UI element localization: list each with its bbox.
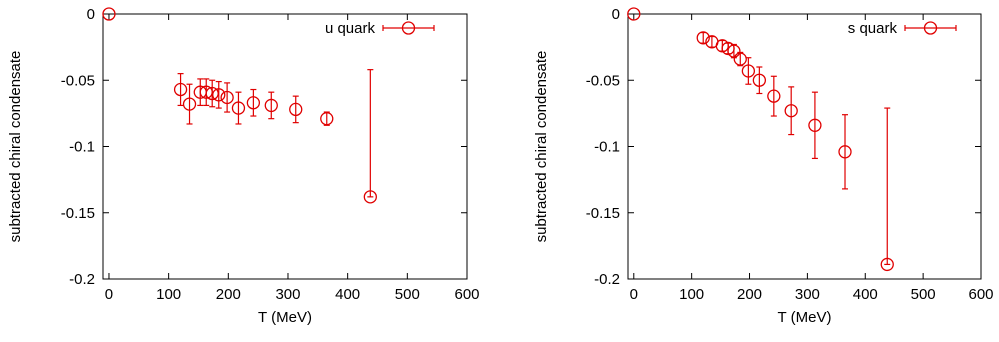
y-axis-label: subtracted chiral condensate — [7, 51, 24, 243]
x-tick-label: 200 — [737, 286, 762, 303]
data-point — [733, 52, 747, 66]
x-tick-label: 400 — [335, 286, 360, 303]
y-tick-label: -0.1 — [69, 139, 95, 156]
data-point — [838, 145, 852, 159]
data-point — [363, 190, 377, 204]
data-point — [182, 97, 197, 111]
x-tick-label: 0 — [630, 286, 638, 303]
x-tick-label: 300 — [275, 286, 300, 303]
data-point — [741, 64, 756, 78]
x-tick-label: 600 — [968, 286, 993, 303]
x-tick-label: 0 — [105, 286, 113, 303]
y-tick-label: -0.05 — [586, 72, 620, 89]
data-point — [767, 89, 781, 103]
y-tick-label: -0.2 — [594, 271, 620, 288]
y-tick-label: -0.15 — [61, 205, 95, 222]
data-point — [246, 96, 261, 110]
u-quark-plot: 0 100 200 300 400 500 600 0 -0.05 -0.1 -0.15 -0.2 T … — [7, 6, 480, 326]
y-axis-label: subtracted chiral condensate — [533, 51, 550, 243]
data-point — [289, 102, 303, 117]
data-point — [808, 118, 822, 132]
y-tick-label: 0 — [87, 6, 95, 23]
legend-marker — [401, 21, 416, 35]
legend-marker — [923, 21, 938, 35]
data-point — [880, 257, 894, 272]
x-tick-label: 300 — [795, 286, 820, 303]
y-tick-label: -0.1 — [594, 139, 620, 156]
y-tick-label: -0.05 — [61, 72, 95, 89]
data-point — [320, 112, 334, 126]
x-tick-label: 200 — [216, 286, 241, 303]
legend-label: u quark — [325, 20, 376, 37]
x-tick-label: 100 — [156, 286, 181, 303]
y-tick-label: 0 — [612, 6, 620, 23]
data-point — [752, 73, 767, 87]
s-quark-plot: 0 100 200 300 400 500 600 0 -0.05 -0.1 -0.15 -0.2 T … — [533, 6, 994, 326]
plot-frame — [627, 13, 982, 280]
data-point — [212, 88, 226, 102]
plot-frame — [102, 13, 468, 280]
x-axis-label: T (MeV) — [778, 309, 832, 326]
data-point — [173, 82, 188, 97]
x-tick-label: 500 — [911, 286, 936, 303]
data-point — [696, 31, 710, 45]
x-tick-label: 600 — [454, 286, 479, 303]
y-tick-label: -0.2 — [69, 271, 95, 288]
data-point — [220, 90, 234, 105]
y-tick-label: -0.15 — [586, 205, 620, 222]
x-tick-label: 100 — [679, 286, 704, 303]
legend-label: s quark — [848, 20, 898, 37]
data-point — [784, 104, 798, 118]
data-point — [727, 44, 741, 58]
x-axis-label: T (MeV) — [258, 309, 312, 326]
data-point — [102, 7, 116, 21]
x-tick-label: 500 — [395, 286, 420, 303]
x-tick-label: 400 — [853, 286, 878, 303]
data-point — [231, 101, 246, 115]
data-point — [627, 7, 641, 21]
data-point — [264, 98, 278, 113]
